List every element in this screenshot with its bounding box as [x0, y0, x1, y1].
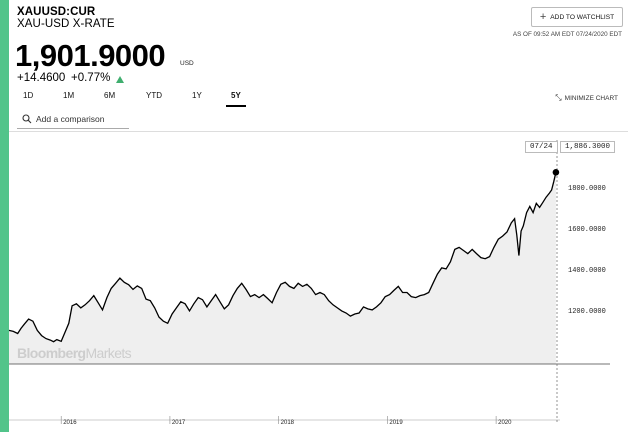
price-line [8, 172, 557, 343]
y-tick-label: 1200.0000 [568, 308, 606, 316]
minimize-label: MINIMIZE CHART [564, 94, 618, 102]
price-change: +14.4600 [17, 72, 66, 84]
minimize-chart-button[interactable]: ⤡ MINIMIZE CHART [555, 93, 618, 103]
comparison-input[interactable] [36, 111, 126, 127]
x-tick-label: 2018 [280, 420, 294, 426]
x-tick-label: 2020 [498, 420, 512, 426]
tab-5y[interactable]: 5Y [231, 91, 241, 100]
price-value: 1,901.9000 [15, 38, 166, 73]
y-tick-label: 1800.0000 [568, 185, 606, 193]
divider [9, 131, 628, 132]
bloomberg-markets-logo: BloombergMarkets [17, 345, 132, 361]
search-icon [22, 114, 32, 124]
price-area [9, 172, 556, 364]
up-arrow-icon [116, 76, 124, 83]
as-of-timestamp: AS OF 09:52 AM EDT 07/24/2020 EDT [512, 31, 622, 38]
tab-1m[interactable]: 1M [63, 91, 75, 100]
x-tick-label: 2017 [171, 420, 186, 426]
plus-icon: + [539, 10, 547, 23]
active-tab-indicator [226, 105, 246, 107]
comparison-search [17, 109, 129, 129]
x-tick-label: 2016 [63, 420, 77, 426]
y-tick-label: 1600.0000 [568, 226, 606, 234]
current-price-marker [552, 169, 560, 176]
tab-ytd[interactable]: YTD [146, 91, 162, 100]
tab-1y[interactable]: 1Y [192, 91, 202, 100]
instrument-name: XAU-USD X-RATE [17, 18, 115, 30]
crosshair-price-label: 1,886.3000 [560, 141, 616, 153]
collapse-arrows-icon: ⤡ [555, 93, 562, 102]
x-tick-label: 2019 [389, 420, 403, 426]
accent-bar [0, 0, 9, 432]
y-tick-label: 1400.0000 [568, 267, 606, 275]
price-chart[interactable] [0, 132, 630, 432]
watchlist-label: ADD TO WATCHLIST [550, 13, 615, 21]
price-change-percent: +0.77% [71, 72, 111, 84]
currency-label: USD [180, 60, 194, 67]
tab-1d[interactable]: 1D [23, 91, 34, 100]
ticker-symbol: XAUUSD:CUR [17, 6, 96, 18]
crosshair-date-label: 07/24 [525, 141, 558, 153]
add-to-watchlist-button[interactable]: + ADD TO WATCHLIST [531, 7, 623, 27]
tab-6m[interactable]: 6M [104, 91, 116, 100]
